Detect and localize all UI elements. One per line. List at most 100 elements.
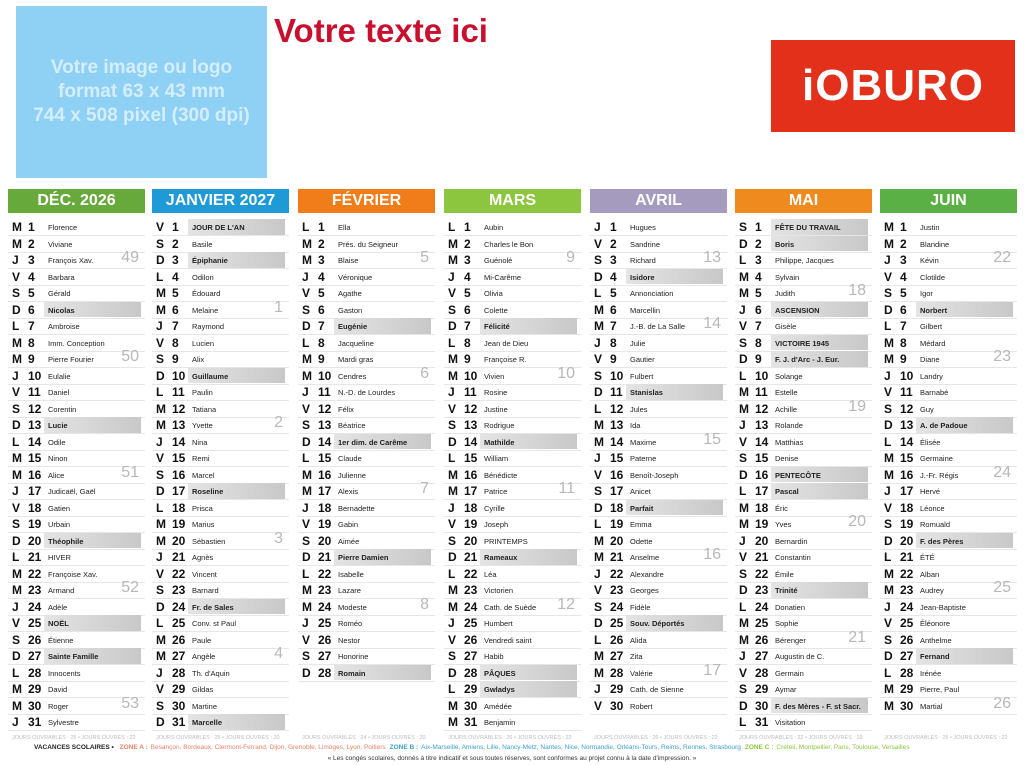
saint: Ambroise	[48, 322, 80, 331]
row-rule	[8, 631, 145, 632]
day-number: 19	[755, 517, 769, 531]
weekday: M	[739, 500, 749, 515]
saint: Fidèle	[630, 602, 651, 612]
row-rule	[298, 532, 435, 533]
row-rule	[735, 284, 872, 286]
row-rule	[152, 449, 289, 451]
saint: Germain	[775, 668, 804, 678]
weekday: S	[739, 451, 748, 465]
row-rule	[444, 515, 581, 517]
placeholder-line: format 63 x 43 mm	[58, 81, 225, 102]
day-number: 21	[755, 550, 769, 564]
row-rule	[298, 631, 435, 632]
month-header: DÉC. 2026	[8, 189, 145, 213]
saint: Martial	[920, 701, 943, 711]
day-number: 13	[318, 418, 332, 432]
week-number: 2	[274, 414, 283, 431]
row-rule	[152, 631, 289, 632]
weekday: J	[739, 418, 746, 432]
day-number: 17	[900, 484, 914, 498]
row-rule	[735, 499, 872, 500]
day-number: 6	[900, 302, 907, 317]
day-number: 26	[755, 632, 769, 647]
row-rule	[152, 647, 289, 649]
month-footer: JOURS OUVRABLES : 25 • JOURS OUVRÉS : 20	[156, 735, 280, 741]
saint: Urbain	[48, 520, 71, 529]
weekday: S	[302, 418, 311, 432]
day-shade	[188, 252, 285, 268]
zone-name: ZONE A :	[119, 744, 148, 751]
weekday: M	[594, 550, 604, 564]
row-rule	[880, 548, 1017, 550]
weekday: L	[594, 517, 602, 531]
weekday: V	[302, 517, 311, 531]
saint: ÉTÉ	[920, 553, 935, 562]
day-number: 26	[900, 632, 914, 647]
day-number: 12	[464, 401, 478, 416]
weekday: S	[156, 698, 165, 713]
weekday: V	[739, 550, 748, 564]
row-rule	[8, 466, 145, 467]
saint: Patrice	[484, 487, 508, 496]
weekday: V	[448, 517, 457, 531]
day-number: 17	[755, 484, 769, 498]
row-rule	[444, 614, 581, 616]
weekday: L	[448, 220, 456, 234]
weekday: J	[448, 500, 455, 515]
day-shade	[188, 714, 285, 730]
saint: Gaston	[338, 305, 363, 315]
saint: Irénée	[920, 668, 942, 678]
weekday: D	[448, 665, 457, 680]
day-number: 9	[900, 352, 907, 366]
day-number: 23	[318, 583, 332, 597]
weekday: D	[448, 319, 457, 333]
day-shade	[771, 582, 868, 598]
day-number: 20	[172, 533, 186, 548]
saint: Édouard	[192, 289, 221, 298]
saint: Théophile	[48, 536, 84, 546]
week-number: 10	[557, 364, 575, 382]
week-number: 22	[993, 249, 1011, 266]
weekday: L	[739, 599, 747, 614]
row-rule	[298, 268, 435, 269]
saint: Ida	[630, 421, 641, 430]
row-rule	[444, 334, 581, 335]
row-rule	[444, 697, 581, 698]
weekday: V	[448, 286, 457, 300]
saint: Alexis	[338, 487, 359, 496]
day-number: 16	[610, 467, 624, 482]
saint: Françoise R.	[484, 355, 527, 364]
day-number: 1	[610, 220, 617, 234]
day-number: 5	[28, 286, 35, 300]
row-rule	[8, 317, 145, 319]
day-shade	[188, 598, 285, 614]
day-number: 17	[28, 484, 42, 498]
row-rule	[880, 433, 1017, 434]
day-number: 7	[464, 319, 471, 333]
weekday: M	[448, 698, 458, 713]
row-rule	[880, 598, 1017, 599]
row-rule	[298, 350, 435, 352]
saint: William	[484, 454, 509, 463]
weekday: J	[12, 715, 19, 729]
saint: Hervé	[920, 487, 941, 496]
weekday: M	[12, 352, 22, 366]
saint: Viviane	[48, 239, 73, 249]
saint: Innocents	[48, 668, 81, 678]
row-rule	[152, 416, 289, 418]
saint: Cath. de Suède	[484, 602, 537, 612]
row-rule	[298, 482, 435, 484]
row-rule	[298, 235, 435, 236]
row-rule	[152, 268, 289, 269]
saint: F. des Pères	[920, 536, 964, 546]
weekday: D	[448, 550, 457, 564]
weekday: L	[739, 484, 747, 498]
day-shade	[334, 664, 431, 680]
weekday: M	[302, 236, 312, 251]
day-number: 30	[464, 698, 478, 713]
weekday: V	[594, 467, 603, 482]
week-number: 26	[993, 694, 1011, 712]
weekday: M	[156, 649, 166, 663]
weekday: D	[739, 467, 748, 482]
